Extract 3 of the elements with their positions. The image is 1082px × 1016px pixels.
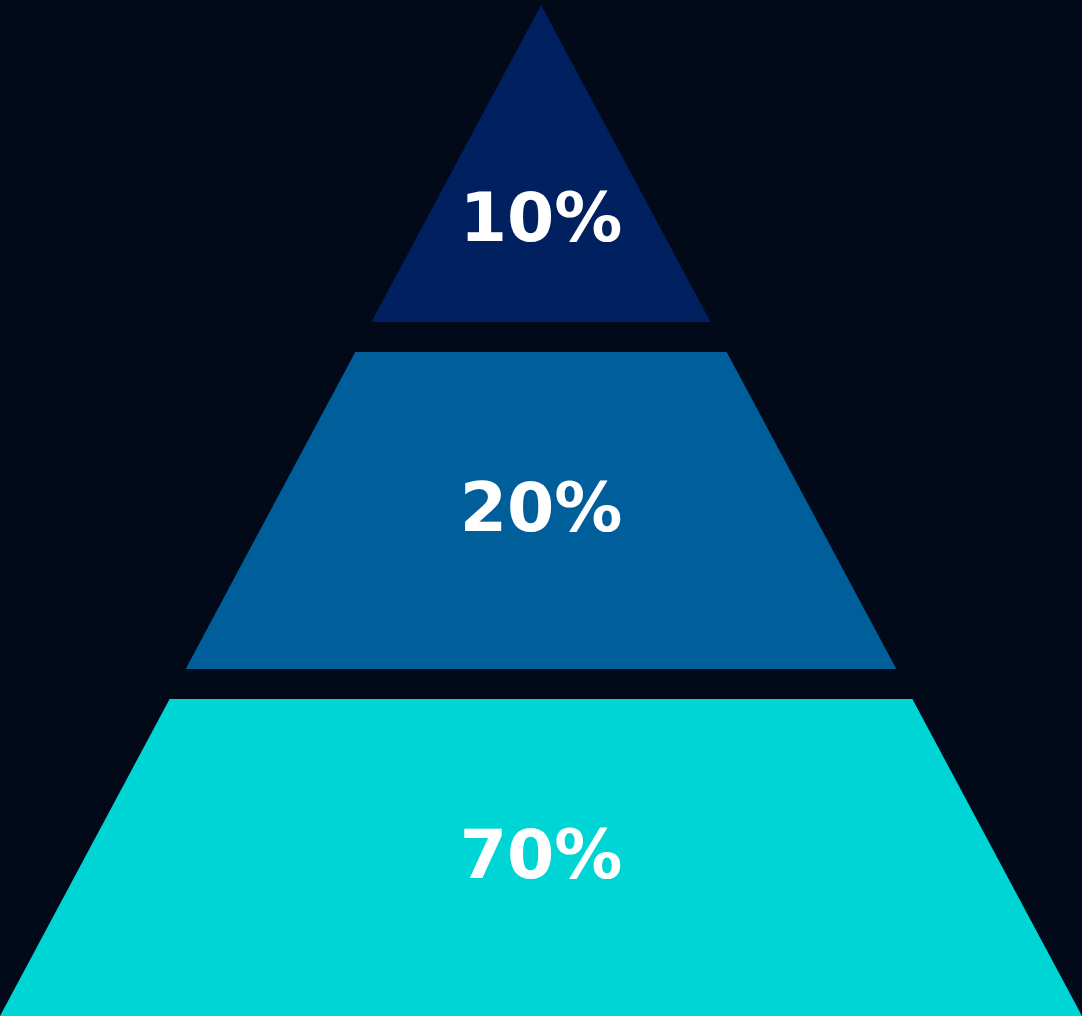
data-label: 20% — [459, 467, 623, 547]
data-label: 70% — [459, 814, 623, 894]
data-label: 10% — [459, 177, 623, 257]
